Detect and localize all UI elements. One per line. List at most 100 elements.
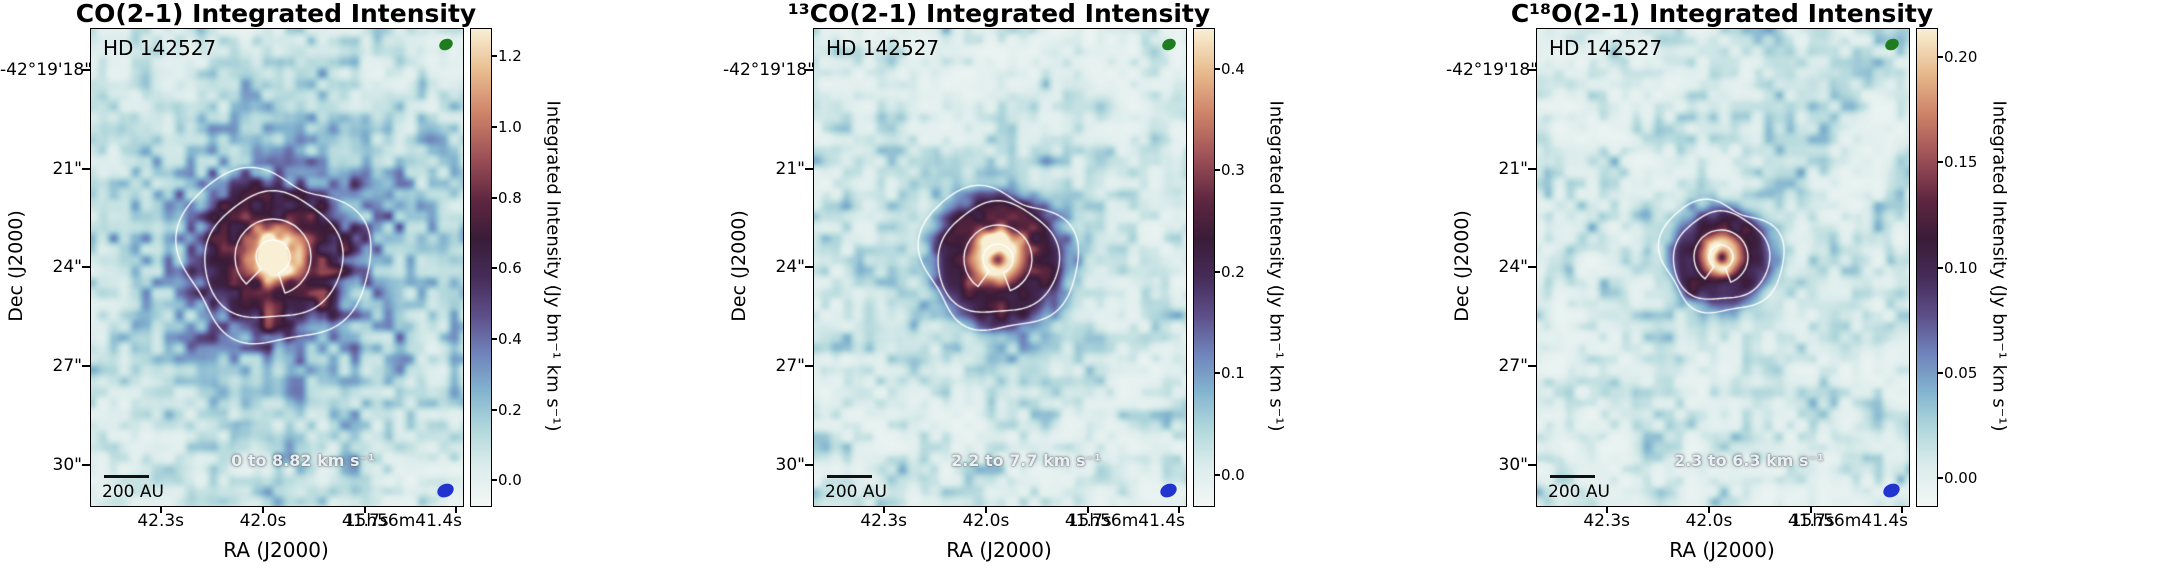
- x-tick-label: 42.3s: [860, 511, 908, 531]
- colorbar-tick-label: 0.0: [498, 471, 522, 490]
- panel-13co21: ¹³CO(2-1) Integrated Intensity Dec (J200…: [723, 0, 1446, 582]
- colorbar-tick: [1937, 476, 1943, 479]
- y-axis-tick: [1528, 68, 1536, 71]
- velocity-range-label: 2.2 to 7.7 km s⁻¹: [951, 451, 1101, 470]
- x-axis-tick: [1087, 506, 1090, 513]
- y-axis-tick: [805, 68, 813, 71]
- y-tick-label: 21": [775, 158, 805, 179]
- y-axis-tick: [82, 68, 90, 71]
- velocity-range-label: 2.3 to 6.3 km s⁻¹: [1674, 451, 1824, 470]
- colorbar-tick: [491, 408, 497, 411]
- panel-co21: CO(2-1) Integrated Intensity Dec (J2000)…: [0, 0, 723, 582]
- y-axis-tick: [1528, 266, 1536, 269]
- colorbar-tick-label: 1.2: [498, 47, 522, 66]
- y-tick-label: 30": [775, 454, 805, 475]
- scalebar-line: [827, 475, 872, 478]
- colorbar-tick: [491, 337, 497, 340]
- panel-title: ¹³CO(2-1) Integrated Intensity: [787, 0, 1211, 28]
- source-name-label: HD 142527: [826, 36, 940, 60]
- colorbar-tick: [1937, 161, 1943, 164]
- x-axis-tick: [882, 506, 885, 513]
- colorbar: [470, 28, 492, 507]
- colorbar-tick-label: 0.05: [1944, 363, 1978, 382]
- y-tick-label: 30": [1498, 454, 1528, 475]
- source-name-label: HD 142527: [103, 36, 217, 60]
- x-axis-label: RA (J2000): [1669, 538, 1775, 562]
- x-tick-label: 42.3s: [137, 511, 185, 531]
- colorbar-tick-label: 0.3: [1221, 161, 1245, 180]
- x-axis-tick: [1605, 506, 1608, 513]
- y-axis-tick: [82, 167, 90, 170]
- y-tick-label: 27": [775, 356, 805, 377]
- colorbar-tick: [1214, 169, 1220, 172]
- colorbar-tick-label: 0.4: [498, 329, 522, 348]
- colorbar-tick-label: 0.15: [1944, 153, 1978, 172]
- x-tick-label: 41.7s: [1064, 511, 1112, 531]
- colorbar-tick-label: 0.2: [1221, 262, 1245, 281]
- x-axis-tick: [364, 506, 367, 513]
- colorbar: [1916, 28, 1938, 507]
- y-axis-tick: [1528, 365, 1536, 368]
- x-axis-tick: [984, 506, 987, 513]
- colorbar-tick: [1937, 266, 1943, 269]
- x-tick-label: 42.0s: [962, 511, 1010, 531]
- y-tick-label: 21": [52, 158, 82, 179]
- intensity-heatmap-canvas: [1537, 29, 1909, 506]
- source-name-label: HD 142527: [1549, 36, 1663, 60]
- y-axis-tick: [1528, 167, 1536, 170]
- intensity-heatmap-canvas: [814, 29, 1186, 506]
- x-axis-tick: [455, 506, 458, 513]
- x-axis-tick: [1810, 506, 1813, 513]
- x-tick-label: 42.0s: [1685, 511, 1733, 531]
- y-tick-label: 30": [52, 454, 82, 475]
- y-tick-label: -42°19'18": [1446, 59, 1539, 80]
- x-axis-tick: [1178, 506, 1181, 513]
- colorbar-tick: [1214, 270, 1220, 273]
- sky-map: HD 142527 200 AU 0 to 8.82 km s⁻¹: [90, 28, 464, 507]
- y-tick-label: 24": [1498, 257, 1528, 278]
- panel-title: CO(2-1) Integrated Intensity: [75, 0, 477, 28]
- x-axis-label: RA (J2000): [946, 538, 1052, 562]
- colorbar-tick-label: 0.6: [498, 259, 522, 278]
- colorbar: [1193, 28, 1215, 507]
- y-tick-label: 27": [52, 356, 82, 377]
- colorbar-tick: [491, 479, 497, 482]
- colorbar-tick-label: 1.0: [498, 117, 522, 136]
- colorbar-tick-label: 0.0: [1221, 465, 1245, 484]
- x-tick-label: 42.3s: [1583, 511, 1631, 531]
- colorbar-tick-label: 0.00: [1944, 468, 1978, 487]
- x-tick-label: 42.0s: [239, 511, 287, 531]
- colorbar-tick-label: 0.8: [498, 188, 522, 207]
- x-axis-tick: [1707, 506, 1710, 513]
- colorbar-tick: [491, 267, 497, 270]
- colorbar-tick: [1214, 67, 1220, 70]
- panel-title: C¹⁸O(2-1) Integrated Intensity: [1510, 0, 1934, 28]
- scalebar-line: [104, 475, 149, 478]
- colorbar-tick: [1214, 372, 1220, 375]
- x-axis-tick: [261, 506, 264, 513]
- x-axis-tick: [159, 506, 162, 513]
- x-tick-label: 15h56m41.4s: [1067, 511, 1185, 531]
- y-axis-tick: [805, 365, 813, 368]
- y-axis-tick: [82, 266, 90, 269]
- x-axis-tick: [1901, 506, 1904, 513]
- scalebar-label: 200 AU: [102, 482, 164, 502]
- y-axis-tick: [1528, 463, 1536, 466]
- scalebar-label: 200 AU: [1548, 482, 1610, 502]
- x-axis-label: RA (J2000): [223, 538, 329, 562]
- panel-c18o21: C¹⁸O(2-1) Integrated Intensity Dec (J200…: [1446, 0, 2169, 582]
- x-tick-label: 41.7s: [1787, 511, 1835, 531]
- sky-map: HD 142527 200 AU 2.2 to 7.7 km s⁻¹: [813, 28, 1187, 507]
- colorbar-label: Integrated Intensity (Jy bm⁻¹ km s⁻¹): [1988, 100, 2010, 432]
- colorbar-tick-label: 0.4: [1221, 59, 1245, 78]
- colorbar-tick: [491, 55, 497, 58]
- y-tick-label: 24": [775, 257, 805, 278]
- colorbar-tick-label: 0.1: [1221, 364, 1245, 383]
- colorbar-tick: [1214, 473, 1220, 476]
- scalebar-line: [1550, 475, 1595, 478]
- intensity-heatmap-canvas: [91, 29, 463, 506]
- colorbar-tick: [1937, 56, 1943, 59]
- colorbar-tick: [491, 125, 497, 128]
- colorbar-label: Integrated Intensity (Jy bm⁻¹ km s⁻¹): [1265, 100, 1287, 432]
